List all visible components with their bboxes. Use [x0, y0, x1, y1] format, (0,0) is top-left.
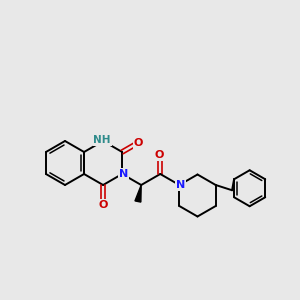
Text: N: N [118, 169, 128, 179]
Text: NH: NH [93, 135, 111, 145]
Text: O: O [154, 150, 164, 160]
Text: O: O [134, 138, 143, 148]
Polygon shape [135, 185, 141, 202]
Text: O: O [98, 200, 108, 210]
Text: N: N [176, 180, 185, 190]
